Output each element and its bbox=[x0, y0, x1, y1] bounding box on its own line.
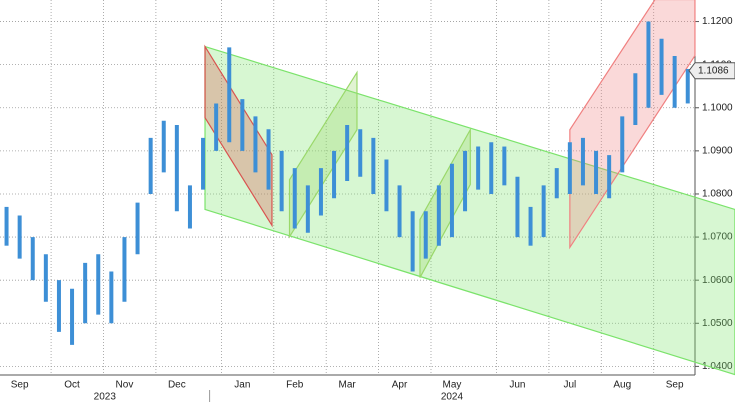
x-tick-label: Jun bbox=[509, 380, 525, 391]
channel bbox=[204, 44, 273, 228]
x-tick-label: Apr bbox=[392, 380, 408, 391]
y-tick-label: 1.0400 bbox=[702, 361, 733, 372]
x-tick-label: Nov bbox=[116, 380, 134, 391]
x-tick-label: Jan bbox=[234, 380, 250, 391]
y-tick-label: 1.0900 bbox=[702, 146, 733, 157]
y-tick-label: 1.0500 bbox=[702, 318, 733, 329]
x-tick-label: Jul bbox=[563, 380, 576, 391]
x-tick-label: Mar bbox=[339, 380, 357, 391]
price-tag bbox=[688, 62, 735, 80]
y-tick-label: 1.0800 bbox=[702, 189, 733, 200]
y-tick-label: 1.1200 bbox=[702, 16, 733, 27]
channel bbox=[569, 0, 696, 250]
x-group-label: 2024 bbox=[441, 392, 464, 402]
x-tick-label: Sep bbox=[11, 380, 29, 391]
x-tick-label: Oct bbox=[64, 380, 80, 391]
price-tag-label: 1.1086 bbox=[698, 65, 729, 76]
channel bbox=[419, 127, 471, 278]
x-tick-label: May bbox=[442, 380, 461, 391]
y-tick-label: 1.1000 bbox=[702, 102, 733, 113]
x-tick-label: Sep bbox=[666, 380, 684, 391]
y-tick-label: 1.0600 bbox=[702, 275, 733, 286]
x-tick-label: Feb bbox=[286, 380, 304, 391]
y-tick-label: 1.0700 bbox=[702, 232, 733, 243]
x-tick-label: Dec bbox=[168, 380, 186, 391]
x-group-label: 2023 bbox=[94, 392, 117, 402]
x-tick-label: Aug bbox=[613, 380, 631, 391]
